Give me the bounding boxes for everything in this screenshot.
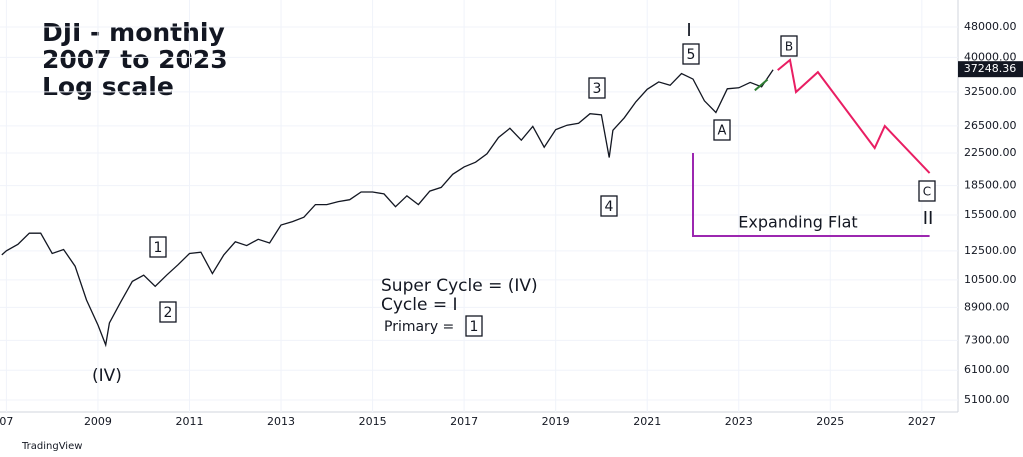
x-tick-label: 07 — [0, 415, 13, 428]
label-box — [600, 195, 618, 217]
x-tick-label: 2015 — [359, 415, 387, 428]
y-tick-label: 18500.00 — [964, 179, 1017, 192]
label-box — [149, 236, 167, 258]
annotation: C — [923, 185, 931, 199]
y-tick-label: 6100.00 — [964, 363, 1010, 376]
annotation: Primary = — [384, 319, 454, 335]
y-tick-label: 48000.00 — [964, 20, 1017, 33]
x-tick-label: 2017 — [450, 415, 478, 428]
annotation: Super Cycle = (IV) — [381, 276, 538, 296]
price-line — [692, 153, 930, 237]
x-tick-label: 2013 — [267, 415, 295, 428]
y-tick-label: 10500.00 — [964, 273, 1017, 286]
title-line: 2007 to 2023 — [42, 45, 228, 74]
x-tick-label: 2019 — [542, 415, 570, 428]
y-tick-label: 12500.00 — [964, 244, 1017, 257]
x-tick-label: 2023 — [725, 415, 753, 428]
y-tick-label: 40000.00 — [964, 50, 1017, 63]
x-tick-label: 2021 — [633, 415, 661, 428]
label-box — [465, 315, 483, 337]
y-tick-label: 26500.00 — [964, 119, 1017, 132]
annotation: (IV) — [92, 366, 122, 386]
label-box — [713, 119, 731, 141]
annotation: 5 — [687, 47, 696, 63]
title-line: DJI - monthly — [42, 18, 225, 47]
price-line — [1, 69, 774, 348]
annotation: 2 — [164, 305, 173, 321]
y-tick-label: 8900.00 — [964, 300, 1010, 313]
annotation: Expanding Flat — [738, 213, 857, 232]
x-tick-label: 2011 — [175, 415, 203, 428]
y-tick-label: 22500.00 — [964, 146, 1017, 159]
annotation: 4 — [605, 199, 614, 215]
y-tick-label: 15500.00 — [964, 208, 1017, 221]
label-box — [780, 35, 798, 57]
annotation: 3 — [593, 81, 602, 97]
label-box — [918, 180, 936, 202]
annotation: II — [923, 208, 934, 229]
footer: TradingView — [21, 441, 82, 452]
x-tick-label: 2025 — [816, 415, 844, 428]
y-tick-label: 5100.00 — [964, 393, 1010, 406]
annotation: Cycle = I — [381, 295, 458, 315]
title-line: Log scale — [42, 72, 174, 101]
x-tick-label: 2009 — [84, 415, 112, 428]
annotation: 1 — [154, 240, 163, 256]
annotation: B — [785, 40, 793, 54]
annotation: 1 — [470, 319, 479, 335]
x-tick-label: 2027 — [908, 415, 936, 428]
label-box — [159, 301, 177, 323]
y-tick-label: 7300.00 — [964, 333, 1010, 346]
annotation: A — [718, 124, 727, 139]
price-line — [754, 78, 769, 92]
price-tag-label: 37248.36 — [964, 62, 1017, 75]
label-box — [682, 43, 700, 65]
y-tick-label: 32500.00 — [964, 85, 1017, 98]
label-box — [588, 77, 606, 99]
annotation: I — [686, 20, 691, 41]
price-line — [777, 58, 931, 174]
price-tag — [958, 61, 1023, 78]
